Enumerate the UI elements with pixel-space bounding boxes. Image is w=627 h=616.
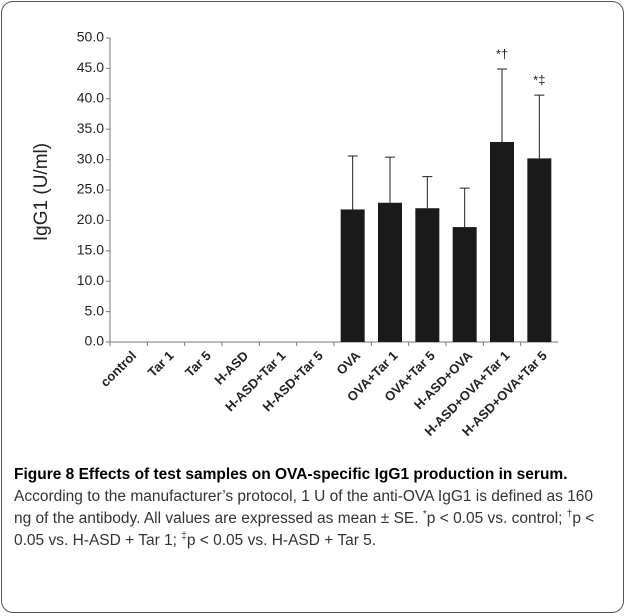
caption-mark: † <box>566 508 573 520</box>
y-axis-label: IgG1 (U/ml) <box>31 143 52 241</box>
bar <box>378 202 402 342</box>
error-bar <box>422 176 433 209</box>
caption-mark: ‡ <box>181 530 187 542</box>
y-tick-label: 30.0 <box>77 150 104 166</box>
bar <box>452 227 477 342</box>
x-tick-label: Tar 1 <box>145 348 177 380</box>
y-tick-label: 20.0 <box>77 211 104 227</box>
error-bar <box>347 155 358 210</box>
bar <box>415 208 440 342</box>
y-tick-label: 50.0 <box>77 29 104 45</box>
x-tick-label: control <box>97 348 139 390</box>
bar <box>340 209 365 342</box>
caption: Figure 8 Effects of test samples on OVA-… <box>14 464 612 552</box>
caption-text: p < 0.05 vs. control; <box>426 510 567 527</box>
y-tick-label: 35.0 <box>77 120 104 136</box>
y-tick-label: 5.0 <box>85 302 105 318</box>
y-tick-label: 45.0 <box>77 59 104 75</box>
bar <box>490 141 514 342</box>
error-bar <box>459 187 470 228</box>
y-tick-label: 0.0 <box>85 333 105 349</box>
x-tick-label: OVA <box>333 348 363 378</box>
bar <box>527 158 552 342</box>
x-tick-label: Tar 5 <box>182 348 214 380</box>
annotation: *† <box>496 46 508 61</box>
chart: IgG1 (U/ml) 0.0 5.0 10.0 15.0 20.0 25.0 30.0 35… <box>31 29 558 439</box>
y-tick-label: 15.0 <box>77 242 104 258</box>
error-bar <box>534 94 545 159</box>
y-tick-label: 10.0 <box>77 272 104 288</box>
error-bar <box>497 68 507 142</box>
caption-text: p < 0.05 vs. H-ASD + Tar 1; <box>14 510 595 549</box>
caption-title: Figure 8 Effects of test samples on OVA-… <box>14 466 568 483</box>
caption-mark: * <box>422 508 427 520</box>
annotation: *‡ <box>533 73 545 88</box>
y-tick-label: 40.0 <box>77 90 104 106</box>
y-tick-label: 25.0 <box>77 181 104 197</box>
caption-text: p < 0.05 vs. H-ASD + Tar 5. <box>186 532 377 549</box>
error-bar <box>385 156 395 203</box>
caption-text: According to the manufacturer’s protocol… <box>14 488 593 527</box>
